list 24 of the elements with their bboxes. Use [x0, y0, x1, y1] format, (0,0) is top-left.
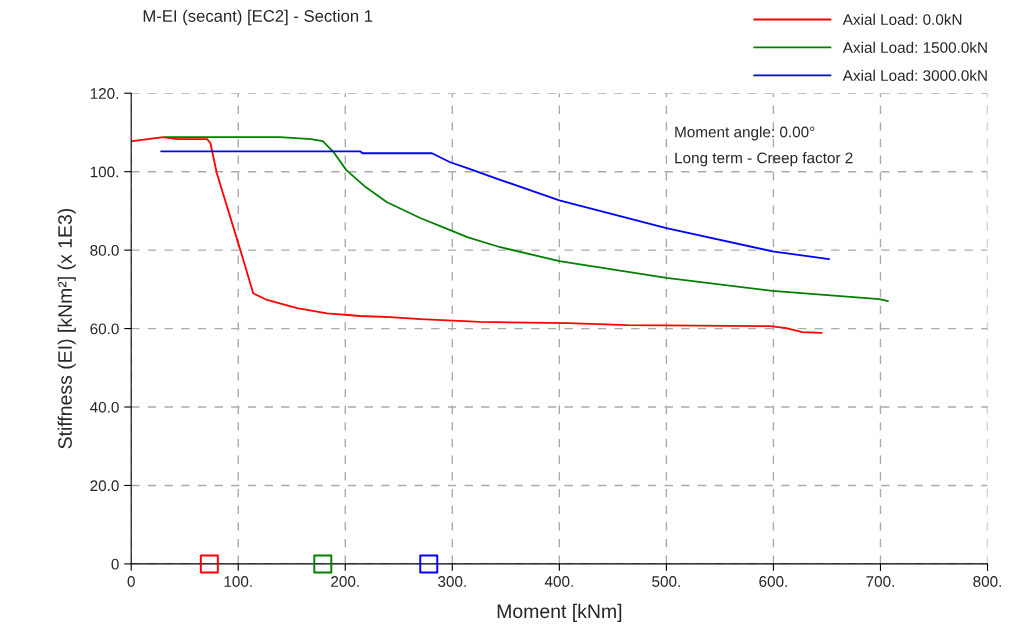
y-tick-label: 120.: [90, 88, 118, 99]
x-tick-label: 200.: [331, 576, 359, 587]
x-tick-label: 100.: [224, 576, 252, 587]
y-tick-label: 40.0: [90, 401, 119, 413]
x-tick-label: 600.: [759, 576, 787, 587]
x-tick-label: 300.: [438, 576, 466, 587]
x-tick-label: 500.: [652, 576, 680, 587]
y-tick-label: 80.0: [90, 244, 119, 256]
legend-label: Axial Load: 0.0kN: [842, 13, 962, 25]
x-tick-label: 0: [127, 576, 135, 587]
x-tick-label: 700.: [866, 576, 894, 587]
y-tick-label: 0: [111, 558, 119, 570]
x-axis-title: Moment [kNm]: [497, 603, 622, 622]
y-axis-title: Stiffness (EI) [kNm²] (x 1E3): [57, 208, 76, 449]
y-tick-label: 20.0: [90, 480, 119, 492]
y-tick-label: 100.: [90, 166, 118, 178]
legend-label: Axial Load: 1500.0kN: [842, 41, 987, 53]
x-tick-label: 400.: [544, 576, 573, 587]
annotation: Long term - Creep factor 2: [675, 152, 853, 167]
x-tick-label: 800.: [973, 576, 1001, 587]
chart-title: M-EI (secant) [EC2] - Section 1: [143, 9, 373, 26]
y-tick-label: 60.0: [90, 323, 119, 335]
annotation: Moment angle: 0.00°: [675, 126, 815, 141]
legend-label: Axial Load: 3000.0kN: [842, 69, 987, 81]
